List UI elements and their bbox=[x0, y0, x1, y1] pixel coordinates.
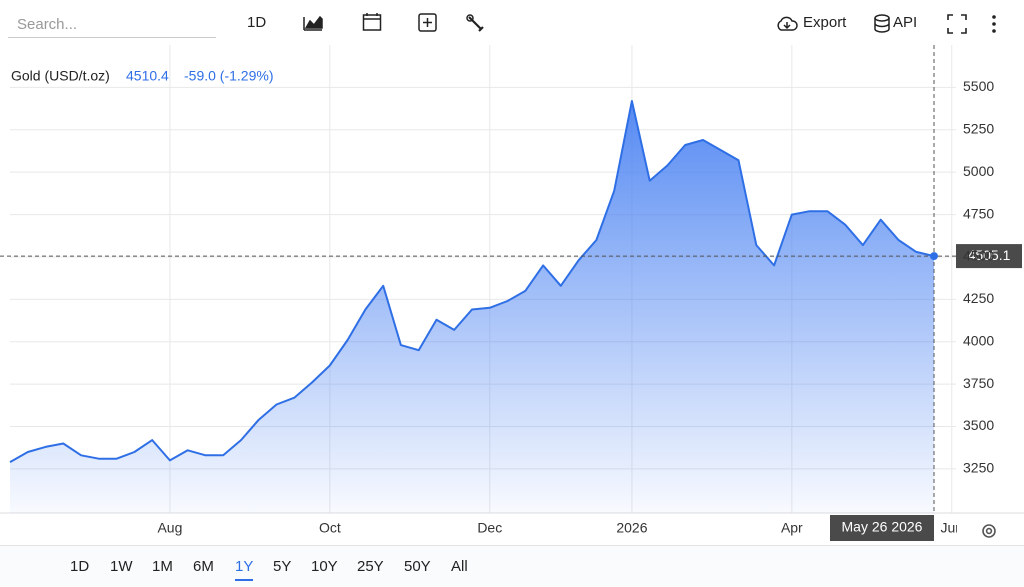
price-tag bbox=[956, 244, 1022, 269]
price-tag-label: 4505.1 bbox=[968, 247, 1011, 263]
legend-name: Gold (USD/t.oz) bbox=[11, 68, 110, 84]
range-button[interactable]: All bbox=[451, 558, 468, 575]
calendar-icon[interactable] bbox=[362, 12, 382, 32]
menu-icon[interactable] bbox=[990, 14, 998, 34]
x-tick-label: Dec bbox=[477, 520, 502, 536]
range-button[interactable]: 5Y bbox=[273, 558, 292, 575]
compare-icon[interactable] bbox=[418, 13, 438, 33]
date-tag-label: May 26 2026 bbox=[842, 519, 923, 535]
y-tick-label: 5500 bbox=[963, 78, 994, 94]
export-button[interactable]: Export bbox=[803, 14, 847, 31]
y-tick-label: 3500 bbox=[963, 417, 994, 433]
x-tick-label: Apr bbox=[781, 520, 803, 536]
range-button[interactable]: 1D bbox=[70, 558, 90, 575]
range-button[interactable]: 1M bbox=[152, 558, 173, 575]
x-tick-label: 2026 bbox=[616, 520, 647, 536]
tools-icon[interactable] bbox=[466, 14, 486, 34]
legend-price: 4510.4 bbox=[126, 68, 169, 84]
date-tag bbox=[830, 515, 934, 541]
search-input[interactable]: Search... bbox=[8, 10, 216, 38]
y-tick-label: 4500 bbox=[963, 248, 994, 264]
export-icon[interactable] bbox=[776, 15, 798, 33]
y-tick-label: 4750 bbox=[963, 205, 994, 221]
x-tick-label: Oct bbox=[319, 520, 341, 536]
range-button[interactable]: 50Y bbox=[404, 558, 431, 575]
range-button[interactable]: 10Y bbox=[311, 558, 338, 575]
y-tick-label: 4000 bbox=[963, 332, 994, 348]
price-line bbox=[9, 100, 935, 463]
range-button[interactable]: 1W bbox=[110, 558, 133, 575]
api-icon[interactable] bbox=[873, 14, 891, 34]
y-tick-label: 5000 bbox=[963, 163, 994, 179]
legend-change: -59.0 (-1.29%) bbox=[184, 68, 273, 84]
y-tick-label: 3250 bbox=[963, 460, 994, 476]
x-tick-label: Aug bbox=[157, 520, 182, 536]
y-tick-label: 5250 bbox=[963, 120, 994, 136]
last-point bbox=[930, 252, 938, 261]
range-button[interactable]: 25Y bbox=[357, 558, 384, 575]
interval-button[interactable]: 1D bbox=[247, 14, 267, 31]
range-bar: 1D 1W 1M 6M 1Y 5Y 10Y 25Y 50Y All bbox=[0, 545, 1024, 587]
area-fill bbox=[10, 101, 934, 513]
chart: Aug Oct Dec 2026 Apr Jun 4505.1 May 26 2026 Go… bbox=[0, 45, 1024, 541]
x-tick-label: Jun bbox=[940, 520, 963, 536]
range-button[interactable]: 6M bbox=[193, 558, 214, 575]
settings-icon[interactable] bbox=[982, 524, 996, 538]
range-button[interactable]: 1Y bbox=[235, 558, 254, 581]
y-tick-label: 3750 bbox=[963, 375, 994, 391]
y-tick-label: 4250 bbox=[963, 290, 994, 306]
api-button[interactable]: API bbox=[893, 14, 918, 31]
fullscreen-icon[interactable] bbox=[947, 14, 967, 34]
chart-type-icon[interactable] bbox=[303, 13, 323, 31]
